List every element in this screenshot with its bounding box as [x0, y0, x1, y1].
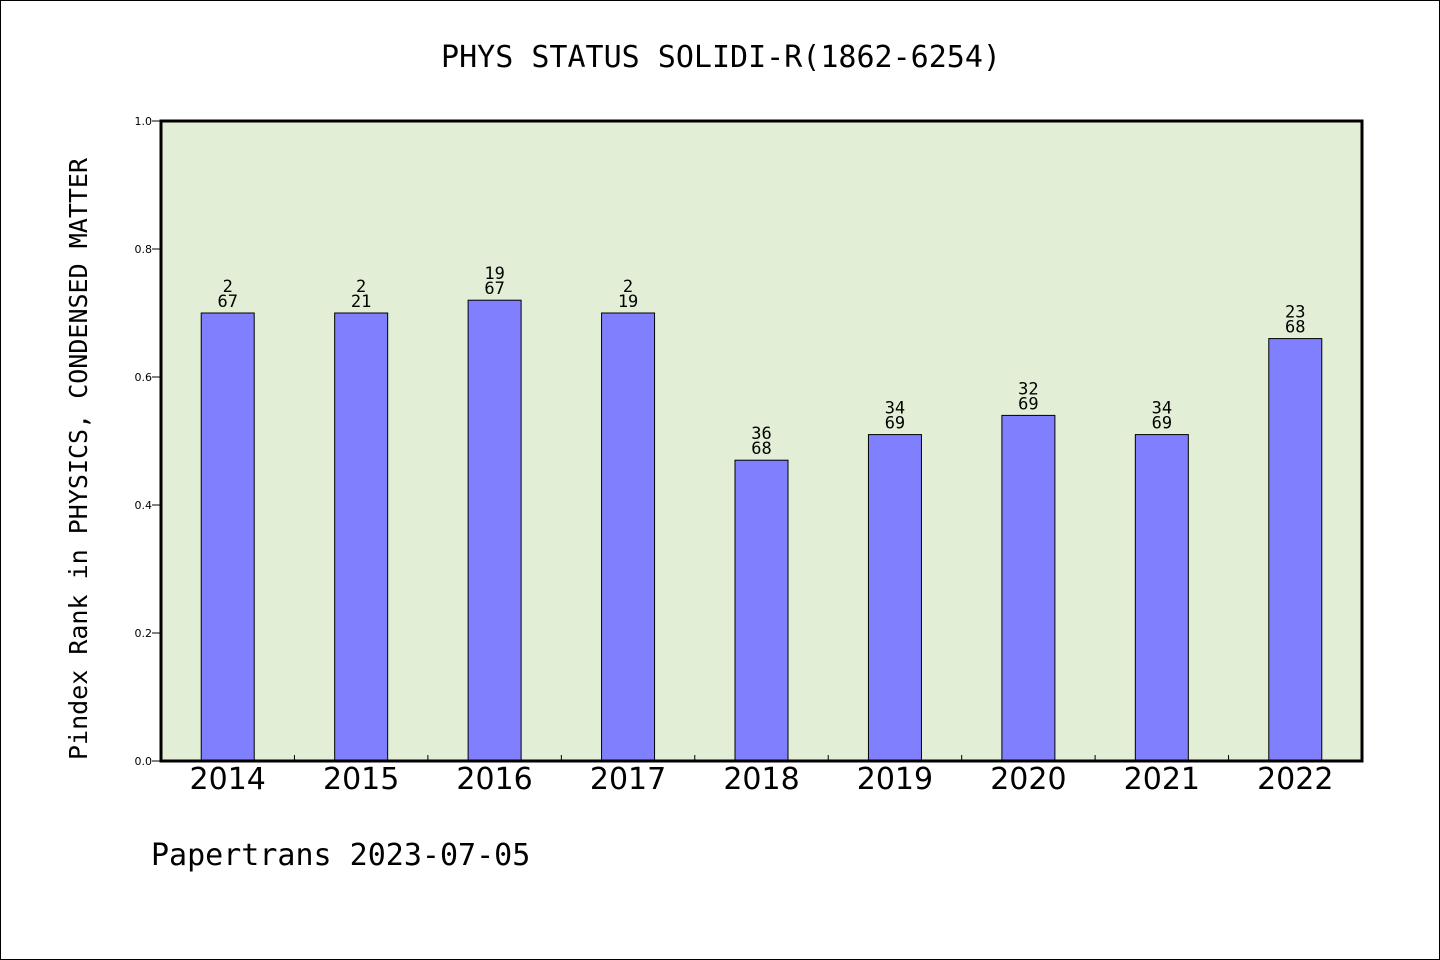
bar-label-total: 67	[484, 279, 504, 299]
chart-title: PHYS STATUS SOLIDI-R(1862-6254)	[441, 40, 1001, 75]
y-tick-label: 0.4	[135, 499, 153, 512]
bar-2018	[734, 459, 789, 762]
x-tick-label: 2015	[323, 762, 399, 797]
bar-label-total: 19	[618, 292, 638, 312]
y-tick-label: 0.2	[135, 627, 153, 640]
bar-2019	[867, 434, 922, 762]
x-tick-label: 2020	[990, 762, 1066, 797]
bar-label-total: 68	[1285, 318, 1305, 338]
bar-label-total: 69	[1018, 394, 1038, 414]
bar-2021	[1134, 434, 1189, 762]
bar-2022	[1268, 338, 1323, 762]
bar-label-rank: 23	[1285, 303, 1305, 323]
x-tick-label: 2018	[723, 762, 799, 797]
bar-label-rank: 34	[885, 399, 905, 419]
bar-2016	[467, 299, 522, 762]
x-tick-label: 2021	[1124, 762, 1200, 797]
bar-label-total: 67	[217, 292, 237, 312]
bar-label-rank: 32	[1018, 379, 1038, 399]
y-tick-label: 0.8	[135, 243, 153, 256]
y-axis: 0.0 0.2 0.4 0.6 0.8 1.0	[135, 115, 161, 768]
x-tick-label: 2014	[190, 762, 266, 797]
bar-series	[200, 299, 1323, 762]
plot-border	[159, 119, 1364, 763]
y-tick-label: 0.6	[135, 371, 153, 384]
bar-label-rank: 2	[623, 277, 633, 297]
bar-label-rank: 36	[751, 424, 771, 444]
footer-credit: Papertrans 2023-07-05	[151, 838, 530, 873]
x-tick-label: 2022	[1257, 762, 1333, 797]
x-tick-label: 2016	[456, 762, 532, 797]
bar-label-total: 68	[751, 439, 771, 459]
bar-label-rank: 2	[223, 277, 233, 297]
bar-label-rank: 19	[484, 264, 504, 284]
bar-label-total: 69	[885, 414, 905, 434]
bar-label-total: 69	[1152, 414, 1172, 434]
bar-2015	[334, 312, 389, 762]
bar-2020	[1001, 414, 1056, 762]
x-tick-label: 2019	[857, 762, 933, 797]
x-axis: 2014 2015 2016 2017 2018 2019 2020 2021 2022	[190, 755, 1333, 797]
bar-2014	[200, 312, 255, 762]
bar-label-total: 21	[351, 292, 371, 312]
bar-2017	[601, 312, 656, 762]
x-tick-label: 2017	[590, 762, 666, 797]
y-tick-label: 0.0	[135, 755, 153, 768]
y-axis-label: Pindex Rank in PHYSICS, CONDENSED MATTER	[64, 157, 93, 760]
bar-label-rank: 2	[356, 277, 366, 297]
bar-label-rank: 34	[1152, 399, 1172, 419]
y-tick-label: 1.0	[135, 115, 153, 128]
